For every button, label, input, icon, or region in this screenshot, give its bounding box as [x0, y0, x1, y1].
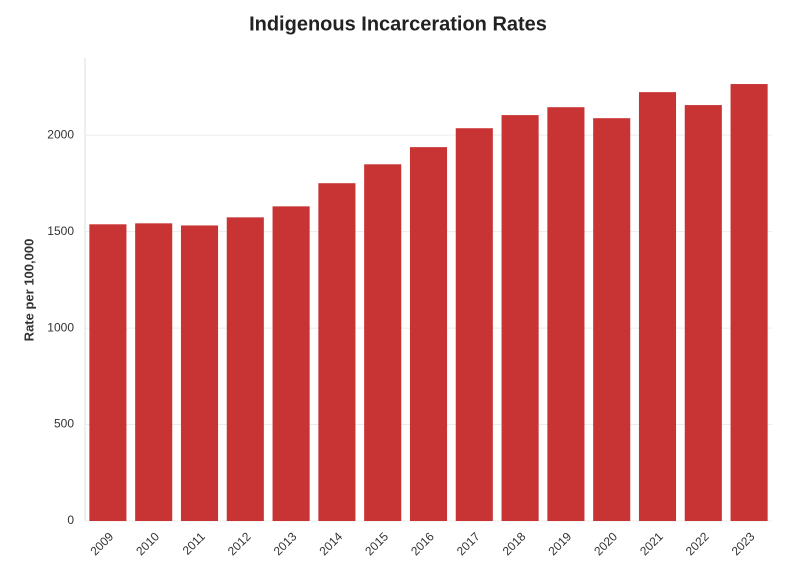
bar [318, 183, 356, 521]
bar [272, 206, 310, 522]
x-tick-label: 2021 [637, 529, 666, 558]
y-tick-label: 1500 [47, 224, 74, 238]
bar [501, 115, 539, 521]
x-tick-label: 2012 [225, 529, 254, 558]
x-tick-label: 2019 [545, 529, 574, 558]
bar [364, 164, 402, 521]
bar [684, 105, 722, 522]
x-tick-label: 2009 [87, 529, 116, 558]
x-tick-label: 2018 [500, 529, 529, 558]
x-tick-label: 2020 [591, 529, 620, 558]
y-tick-label: 0 [67, 513, 74, 527]
bar [89, 224, 127, 521]
bar [409, 147, 448, 521]
x-tick-label: 2022 [683, 529, 712, 558]
bar [593, 118, 631, 521]
x-tick-label: 2013 [271, 529, 300, 558]
x-tick-label: 2014 [316, 529, 345, 558]
y-tick-label: 1000 [47, 320, 74, 334]
x-tick-label: 2023 [729, 529, 758, 558]
bar [730, 84, 768, 521]
bar [226, 217, 264, 521]
y-axis-label: Rate per 100,000 [21, 239, 36, 342]
bar [180, 225, 219, 521]
y-tick-label: 500 [54, 417, 74, 431]
bar [135, 223, 173, 521]
y-tick-label: 2000 [47, 127, 74, 141]
x-tick-label: 2010 [133, 529, 162, 558]
bar [455, 128, 493, 521]
x-tick-label: 2016 [408, 529, 437, 558]
x-tick-label: 2017 [454, 529, 483, 558]
bar [547, 107, 585, 521]
chart-title: Indigenous Incarceration Rates [249, 13, 547, 35]
x-tick-label: 2015 [362, 529, 391, 558]
bar [638, 92, 677, 522]
x-tick-label: 2011 [180, 529, 208, 557]
